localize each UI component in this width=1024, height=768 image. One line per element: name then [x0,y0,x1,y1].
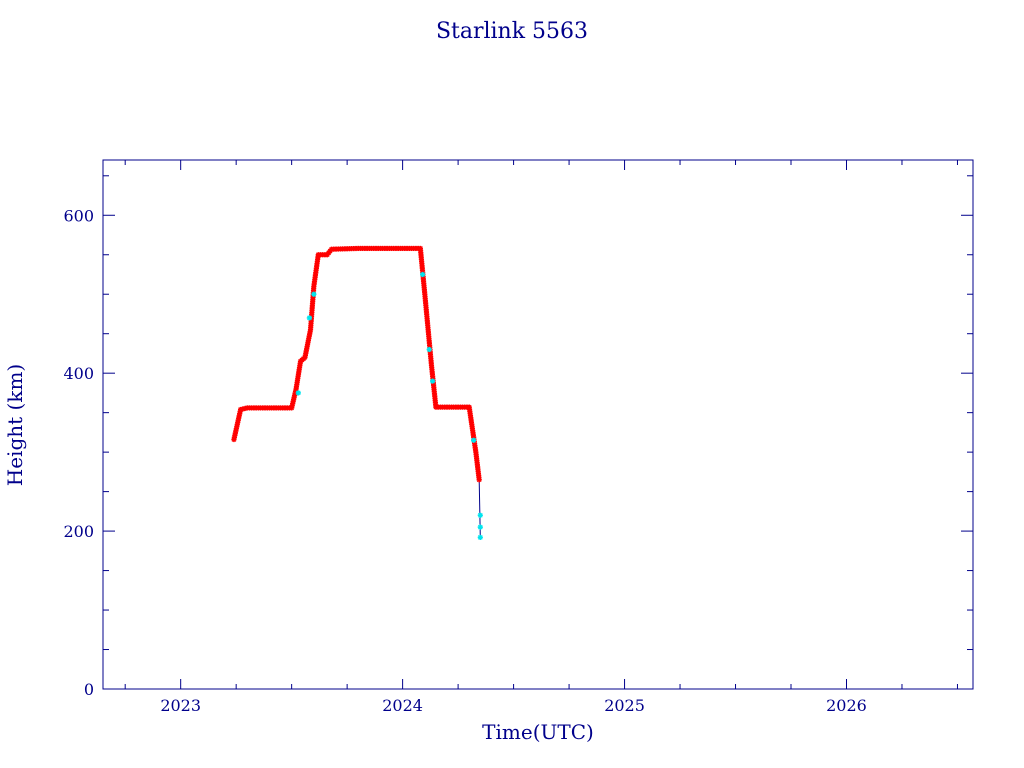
data-point-secondary [429,378,436,384]
x-tick-label: 2026 [826,696,867,715]
axis-ticks [103,160,973,690]
x-axis-label: Time(UTC) [482,720,594,744]
data-point [476,477,482,483]
y-tick-label: 0 [84,680,94,699]
y-axis-label: Height (km) [3,364,27,486]
x-tick-label: 2024 [382,696,423,715]
x-tick-label: 2025 [604,696,645,715]
data-point-secondary [426,346,432,353]
plot-frame [102,159,974,690]
x-tick-label: 2023 [160,696,201,715]
data-point-secondary [477,512,483,518]
data-point-secondary [295,390,301,396]
data-point-secondary [471,437,477,443]
trajectory-line [233,247,481,538]
axis-tick-labels: 2023 2024 2025 2026 0 200 400 600 [63,206,866,715]
y-tick-label: 400 [63,364,94,383]
data-point-secondary [477,524,483,530]
y-tick-label: 200 [63,522,94,541]
data-point-secondary [306,315,313,321]
data-point-secondary [477,534,483,541]
y-tick-label: 600 [63,206,94,225]
data-point-secondary [311,291,317,297]
chart-title: Starlink 5563 [436,19,588,44]
data-points [231,245,483,541]
trajectory-polyline [233,247,481,538]
data-point-secondary [419,271,426,278]
